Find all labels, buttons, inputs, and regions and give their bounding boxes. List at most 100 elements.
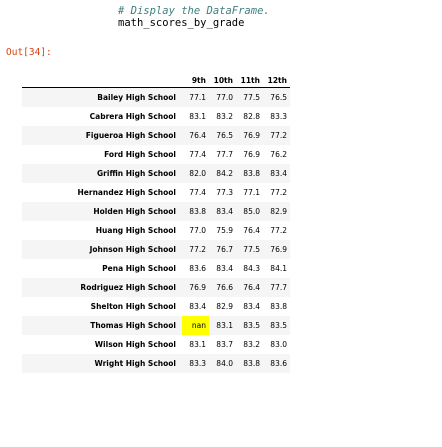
code-line: math_scores_by_grade	[118, 17, 245, 29]
table-cell: 83.4	[216, 207, 233, 216]
table-cell: 83.3	[270, 112, 287, 121]
column-header: 11th	[236, 67, 263, 88]
table-cell: 83.3	[189, 359, 206, 368]
index-header	[22, 67, 182, 88]
row-index-label: Bailey High School	[97, 93, 176, 102]
table-cell: 83.7	[216, 340, 233, 349]
table-cell: 83.4	[189, 302, 206, 311]
table-cell: 76.2	[270, 150, 287, 159]
row-index-label: Johnson High School	[89, 245, 176, 254]
table-cell: 76.4	[243, 283, 260, 292]
table-row: Rodriguez High School 76.9 76.6 76.4 77.7	[22, 278, 290, 297]
table-cell: 83.8	[270, 302, 287, 311]
table-cell: 83.8	[189, 207, 206, 216]
table-cell: 83.6	[189, 264, 206, 273]
table-cell: 77.2	[270, 188, 287, 197]
table-cell: 83.8	[243, 359, 260, 368]
row-index-label: Pena High School	[102, 264, 176, 273]
table-cell: 76.4	[189, 131, 206, 140]
table-cell: 76.5	[216, 131, 233, 140]
table-row: Griffin High School 82.0 84.2 83.8 83.4	[22, 164, 290, 183]
table-cell: 76.9	[243, 131, 260, 140]
table-row: Thomas High School nan 83.1 83.5 83.5	[22, 316, 290, 335]
table-cell: 77.4	[189, 150, 206, 159]
table-cell: 83.1	[189, 340, 206, 349]
table-row: Shelton High School 83.4 82.9 83.4 83.8	[22, 297, 290, 316]
table-header-row: 9th 10th 11th 12th	[22, 67, 290, 88]
row-index-label: Shelton High School	[90, 302, 176, 311]
table-cell: 83.2	[243, 340, 260, 349]
table-row: Wilson High School 83.1 83.7 83.2 83.0	[22, 335, 290, 354]
table-cell: 84.2	[216, 169, 233, 178]
table-row: Wright High School 83.3 84.0 83.8 83.6	[22, 354, 290, 373]
table-cell: 76.5	[270, 93, 287, 102]
table-cell: 77.2	[270, 226, 287, 235]
table-row: Pena High School 83.6 83.4 84.3 84.1	[22, 259, 290, 278]
table-cell: 83.4	[243, 302, 260, 311]
table-cell: 77.7	[270, 283, 287, 292]
table-cell: 85.0	[243, 207, 260, 216]
table-row: Johnson High School 77.2 76.7 77.5 76.9	[22, 240, 290, 259]
table-cell: 82.0	[189, 169, 206, 178]
table-cell: 83.1	[216, 321, 233, 330]
row-index-label: Hernandez High School	[77, 188, 176, 197]
table-cell: 77.1	[189, 93, 206, 102]
row-index-label: Huang High School	[95, 226, 176, 235]
table-body: Bailey High School 77.1 77.0 77.5 76.5 Cabrer…	[22, 87, 290, 373]
table-cell: 83.2	[216, 112, 233, 121]
table-cell: 77.5	[243, 93, 260, 102]
table-cell: 77.4	[189, 188, 206, 197]
table-cell: 76.9	[189, 283, 206, 292]
table-cell: 83.4	[216, 264, 233, 273]
table-row: Hernandez High School 77.4 77.3 77.1 77.2	[22, 183, 290, 202]
table-row: Huang High School 77.0 75.9 76.4 77.2	[22, 221, 290, 240]
table-cell: 82.9	[216, 302, 233, 311]
table-cell: 77.5	[243, 245, 260, 254]
table-cell: 83.0	[270, 340, 287, 349]
table-row: Bailey High School 77.1 77.0 77.5 76.5	[22, 87, 290, 107]
table-cell: 83.5	[270, 321, 287, 330]
table-cell: 76.9	[243, 150, 260, 159]
table-cell: 77.7	[216, 150, 233, 159]
table-cell: 83.4	[270, 169, 287, 178]
table-cell: 82.8	[243, 112, 260, 121]
row-index-label: Holden High School	[93, 207, 176, 216]
table-row: Cabrera High School 83.1 83.2 82.8 83.3	[22, 107, 290, 126]
table-row: Figueroa High School 76.4 76.5 76.9 77.2	[22, 126, 290, 145]
table-cell: 83.8	[243, 169, 260, 178]
table-cell: 77.3	[216, 188, 233, 197]
table-cell: 77.0	[216, 93, 233, 102]
table-cell: 77.2	[270, 131, 287, 140]
column-header: 10th	[209, 67, 236, 88]
row-index-label: Figueroa High School	[85, 131, 176, 140]
table-cell: 84.1	[270, 264, 287, 273]
table-cell: 76.7	[216, 245, 233, 254]
table-cell: 75.9	[216, 226, 233, 235]
table-cell: 77.0	[189, 226, 206, 235]
row-index-label: Cabrera High School	[89, 112, 176, 121]
table-cell: 84.0	[216, 359, 233, 368]
code-comment: # Display the DataFrame.	[118, 5, 270, 17]
row-index-label: Rodriguez High School	[80, 283, 176, 292]
row-index-label: Griffin High School	[97, 169, 176, 178]
table-cell: 83.1	[189, 112, 206, 121]
table-cell: 76.4	[243, 226, 260, 235]
table-cell: 77.1	[243, 188, 260, 197]
table-row: Holden High School 83.8 83.4 85.0 82.9	[22, 202, 290, 221]
table-cell: 76.9	[270, 245, 287, 254]
output-prompt: Out[34]:	[6, 47, 52, 58]
row-index-label: Thomas High School	[90, 321, 176, 330]
dataframe-table: 9th 10th 11th 12th Bailey High School 77.…	[22, 67, 290, 373]
table-cell: 82.9	[270, 207, 287, 216]
nan-cell: nan	[182, 316, 209, 335]
table-cell: 76.6	[216, 283, 233, 292]
table-cell: 77.2	[189, 245, 206, 254]
row-index-label: Wilson High School	[94, 340, 176, 349]
row-index-label: Wright High School	[94, 359, 176, 368]
column-header: 9th	[182, 67, 209, 88]
table-cell: 84.3	[243, 264, 260, 273]
column-header: 12th	[263, 67, 290, 88]
table-row: Ford High School 77.4 77.7 76.9 76.2	[22, 145, 290, 164]
code-cell[interactable]: # Display the DataFrame. math_scores_by_…	[118, 5, 270, 29]
table-cell: 83.6	[270, 359, 287, 368]
